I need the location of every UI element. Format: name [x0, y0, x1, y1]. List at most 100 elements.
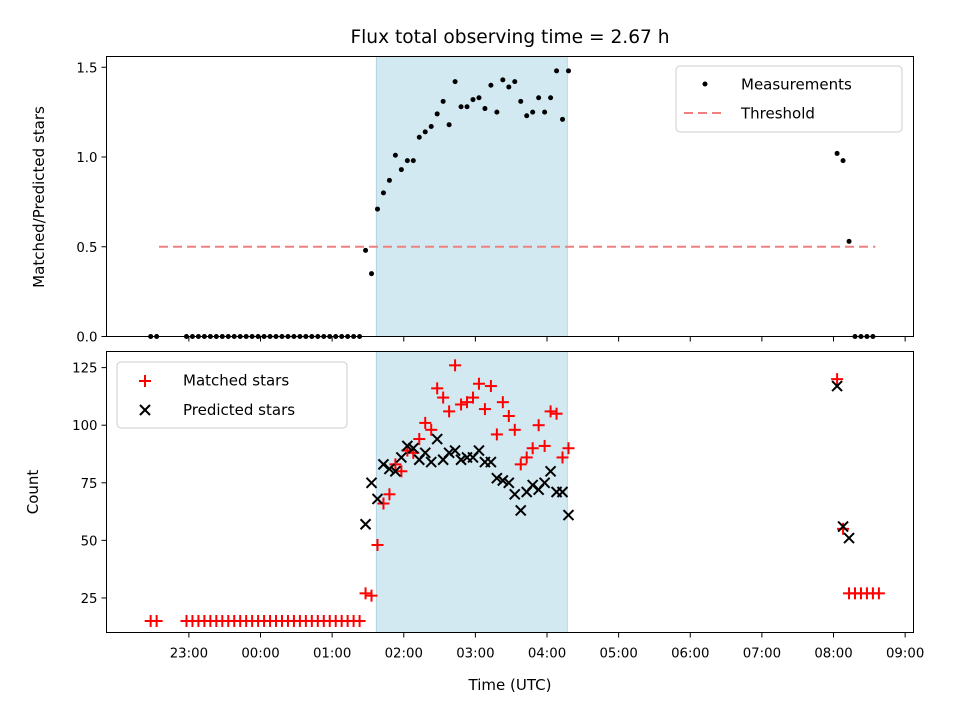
matched-stars-point: [395, 465, 408, 478]
predicted-stars-point: [473, 444, 485, 457]
measurement-point: [500, 77, 506, 83]
matched-stars-legend-marker: [139, 375, 151, 387]
matched-stars-point: [556, 451, 569, 464]
measurement-point: [458, 104, 464, 110]
matched-stars-point: [377, 497, 390, 510]
predicted-stars-legend-label: Predicted stars: [183, 401, 295, 419]
measurement-point: [440, 98, 446, 104]
x-tick-label: 00:00: [241, 647, 279, 662]
measurement-point: [386, 177, 392, 183]
measurement-point: [840, 158, 846, 164]
predicted-stars-point: [538, 477, 551, 489]
predicted-stars-point: [365, 477, 378, 489]
predicted-stars-legend-marker: [139, 404, 151, 416]
x-tick-label: 23:00: [170, 647, 208, 662]
measurement-point: [369, 271, 375, 277]
matched-stars-point: [365, 589, 378, 602]
predicted-stars-point: [371, 493, 384, 505]
matched-stars-point: [544, 405, 557, 418]
matched-stars-point: [514, 458, 527, 471]
measurement-point: [392, 152, 398, 158]
x-tick-label: 03:00: [456, 647, 494, 662]
measurement-point: [422, 129, 428, 135]
measurement-point: [404, 158, 410, 164]
top-legend: Measurements Threshold: [675, 65, 903, 133]
bottom-axis-ticks: 23:00 00:00 01:00 02:00 03:00 04:00 05:00 06:00…: [72, 362, 924, 662]
measurement-point: [374, 206, 380, 212]
measurement-point: [470, 97, 476, 103]
matched-stars-point: [837, 522, 850, 535]
measurements-legend-label: Measurements: [741, 76, 852, 94]
matched-stars-point: [413, 433, 426, 446]
measurement-point: [416, 134, 422, 140]
predicted-stars-point: [383, 463, 396, 475]
matched-stars-point: [508, 423, 521, 436]
predicted-stars-point: [401, 440, 414, 452]
predicted-stars-point: [544, 465, 557, 477]
bottom-y-tick-label: 125: [72, 362, 97, 377]
x-tick-label: 01:00: [313, 647, 351, 662]
x-tick-label: 09:00: [886, 647, 924, 662]
measurement-point: [834, 150, 840, 156]
top-y-tick-label: 1.5: [76, 61, 97, 76]
matched-stars-point: [532, 419, 545, 432]
measurement-point: [410, 158, 416, 164]
measurement-point: [398, 167, 404, 173]
predicted-stars-point: [509, 488, 521, 501]
measurement-point: [512, 79, 518, 85]
bottom-legend-box: [116, 361, 348, 429]
predicted-stars-point: [837, 520, 849, 533]
matched-stars-point: [478, 403, 491, 416]
predicted-stars-point: [485, 456, 497, 468]
measurement-point: [380, 190, 386, 196]
top-y-axis-label: Matched/Predicted stars: [30, 106, 48, 288]
matched-stars-point: [466, 391, 479, 404]
bottom-y-tick-label: 25: [81, 592, 98, 607]
matched-stars-point: [449, 359, 462, 372]
measurement-points: [148, 68, 876, 339]
predicted-stars-point: [431, 433, 443, 445]
measurement-point: [530, 109, 536, 115]
measurement-point: [363, 247, 369, 253]
measurement-point: [536, 95, 542, 101]
matched-stars-point: [550, 407, 563, 420]
measurement-point: [428, 124, 434, 129]
measurement-point: [506, 84, 512, 90]
predicted-stars-point: [455, 454, 467, 466]
measurement-point: [846, 238, 852, 244]
threshold-legend-label: Threshold: [740, 105, 815, 123]
matched-stars-point: [425, 423, 438, 436]
matched-stars-point: [389, 458, 402, 471]
x-tick-label: 05:00: [599, 647, 637, 662]
x-tick-label: 04:00: [528, 647, 566, 662]
matched-stars-point: [455, 398, 468, 411]
matched-stars-point: [490, 428, 503, 441]
measurement-point: [548, 95, 554, 101]
x-axis-label: Time (UTC): [468, 676, 552, 694]
predicted-stars-point: [389, 465, 402, 477]
measurement-point: [446, 122, 452, 128]
top-legend-box: [675, 65, 903, 133]
matched-stars-point: [538, 439, 551, 452]
top-y-tick-label: 0.0: [76, 331, 97, 346]
measurement-point: [494, 109, 500, 115]
measurement-point: [488, 82, 494, 88]
matched-stars-point: [872, 587, 885, 600]
predicted-stars-point: [831, 380, 843, 392]
predicted-stars-point: [419, 447, 431, 459]
top-y-tick-label: 0.5: [76, 241, 97, 256]
predicted-stars-point: [443, 447, 455, 459]
matched-stars-point: [472, 377, 485, 390]
matched-stars-point: [437, 391, 450, 404]
top-y-tick-label: 1.0: [76, 151, 97, 166]
x-tick-label: 06:00: [671, 647, 709, 662]
matched-stars-point: [443, 405, 456, 418]
predicted-stars-point: [843, 532, 855, 544]
x-tick-label: 07:00: [743, 647, 781, 662]
measurement-point: [524, 113, 530, 119]
predicted-stars-point: [556, 486, 569, 498]
matched-stars-point: [526, 442, 539, 455]
matched-stars-point: [831, 373, 844, 386]
x-tick-label: 08:00: [814, 647, 852, 662]
